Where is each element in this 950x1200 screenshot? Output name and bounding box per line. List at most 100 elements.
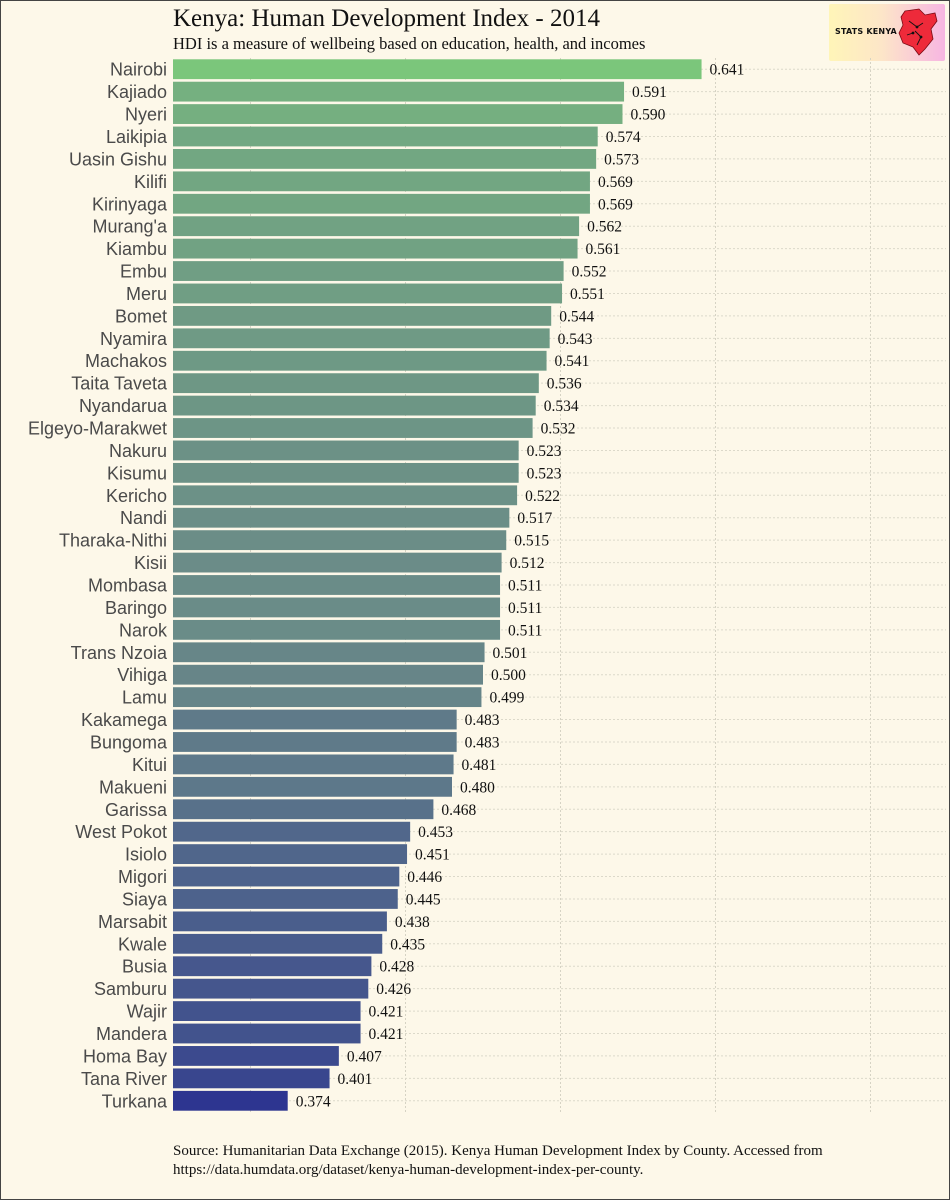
category-label: Makueni <box>99 777 167 797</box>
kenya-map-icon <box>898 8 938 56</box>
source-note: Source: Humanitarian Data Exchange (2015… <box>173 1143 823 1178</box>
category-label: Mandera <box>96 1024 168 1044</box>
bar <box>173 552 502 573</box>
value-label: 0.512 <box>510 555 545 572</box>
value-label: 0.421 <box>369 1004 404 1021</box>
value-label: 0.511 <box>508 622 542 639</box>
bar <box>173 1001 361 1021</box>
category-label: Vihiga <box>117 665 168 685</box>
category-label: West Pokot <box>75 822 167 842</box>
bar <box>173 373 539 394</box>
category-label: Meru <box>126 284 167 304</box>
value-label: 0.561 <box>586 241 621 258</box>
bar <box>173 149 597 169</box>
value-label: 0.543 <box>558 331 593 348</box>
value-label: 0.428 <box>379 959 414 976</box>
bar <box>173 171 590 192</box>
bar <box>173 305 552 326</box>
chart-title: Kenya: Human Development Index - 2014 <box>173 5 600 32</box>
bar <box>173 597 501 618</box>
category-label: Kisii <box>134 553 167 573</box>
category-label: Uasin Gishu <box>69 149 167 169</box>
value-label: 0.438 <box>395 914 430 931</box>
category-label: Kwale <box>118 934 167 954</box>
category-label: Embu <box>120 262 167 282</box>
value-label: 0.451 <box>415 847 450 864</box>
bar <box>173 821 411 842</box>
value-label: 0.552 <box>572 264 607 281</box>
value-label: 0.511 <box>508 578 542 595</box>
bar <box>173 1046 339 1066</box>
category-label: Kiambu <box>106 239 167 259</box>
value-label: 0.532 <box>541 421 576 438</box>
category-label: Bungoma <box>90 732 168 752</box>
value-label: 0.590 <box>631 107 666 124</box>
value-label: 0.374 <box>296 1093 331 1110</box>
value-label: 0.407 <box>347 1048 382 1065</box>
value-label: 0.480 <box>460 779 495 796</box>
category-label: Baringo <box>105 598 167 618</box>
bar <box>173 844 408 865</box>
category-label: Mombasa <box>88 576 168 596</box>
value-label: 0.435 <box>390 936 425 953</box>
category-label: Kitui <box>132 755 167 775</box>
bar <box>173 328 550 349</box>
category-label: Taita Taveta <box>71 374 168 394</box>
category-label: Nakuru <box>109 441 167 461</box>
category-label: Elgeyo-Marakwet <box>28 419 167 439</box>
bar <box>173 59 702 80</box>
category-label: Wajir <box>127 1002 167 1022</box>
category-label: Turkana <box>102 1091 168 1111</box>
bar <box>173 933 383 954</box>
category-label: Kakamega <box>81 710 168 730</box>
value-label: 0.511 <box>508 600 542 617</box>
bar <box>173 462 519 483</box>
value-label: 0.453 <box>418 824 453 841</box>
category-label: Nandi <box>120 508 167 528</box>
bar <box>173 81 625 102</box>
category-label: Kajiado <box>107 82 167 102</box>
bar <box>173 1068 330 1089</box>
category-label: Murang'a <box>93 217 168 237</box>
value-label: 0.401 <box>338 1071 373 1088</box>
value-label: 0.534 <box>544 398 579 415</box>
category-label: Isiolo <box>125 845 167 865</box>
category-label: Nyandarua <box>79 396 168 416</box>
bar <box>173 261 564 281</box>
bar <box>173 732 457 752</box>
value-label: 0.501 <box>493 645 528 662</box>
value-label: 0.641 <box>710 62 745 79</box>
bar <box>173 238 578 259</box>
bar <box>173 104 623 124</box>
value-label: 0.483 <box>465 734 500 751</box>
bar <box>173 642 485 663</box>
bar <box>173 911 387 932</box>
bar <box>173 418 533 438</box>
value-label: 0.573 <box>604 151 639 168</box>
value-label: 0.522 <box>525 488 560 505</box>
value-label: 0.523 <box>527 443 562 460</box>
bar <box>173 754 454 775</box>
bar <box>173 575 501 595</box>
value-label: 0.536 <box>547 376 582 393</box>
value-label: 0.483 <box>465 712 500 729</box>
category-label: Narok <box>119 620 168 640</box>
value-label: 0.569 <box>598 196 633 213</box>
bar <box>173 126 598 147</box>
value-label: 0.500 <box>491 667 526 684</box>
value-label: 0.551 <box>570 286 605 303</box>
category-label: Tharaka-Nithi <box>59 531 167 551</box>
bar <box>173 193 590 214</box>
bar <box>173 799 434 820</box>
chart-subtitle: HDI is a measure of wellbeing based on e… <box>173 34 646 53</box>
category-label: Laikipia <box>106 127 168 147</box>
logo-text: STATS KENYA <box>835 27 897 36</box>
category-label: Nyamira <box>100 329 168 349</box>
bar <box>173 709 457 730</box>
category-label: Kericho <box>106 486 167 506</box>
bar <box>173 350 547 371</box>
value-label: 0.544 <box>559 308 594 325</box>
category-label: Marsabit <box>98 912 167 932</box>
